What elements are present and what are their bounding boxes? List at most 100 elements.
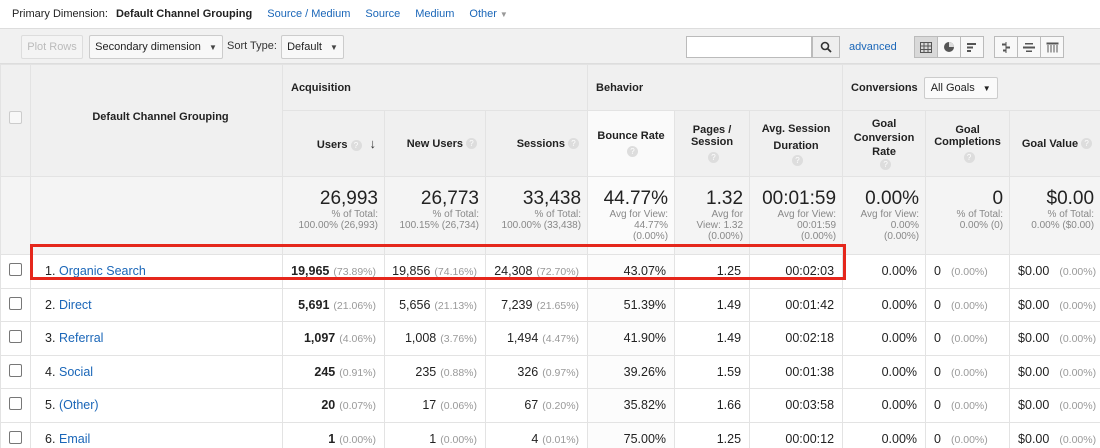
view-performance-button[interactable] <box>960 36 984 58</box>
cell-pages-session: 1.25 <box>674 254 751 289</box>
channel-link[interactable]: Direct <box>59 297 92 312</box>
row-checkbox-cell <box>0 388 31 423</box>
channel-link[interactable]: Email <box>59 431 91 446</box>
table-row: 4. Social 245 (0.91%) 235 (0.88%) 326 (0.97%… <box>0 354 1100 389</box>
cell-pages-session: 1.49 <box>674 287 751 322</box>
dimension-medium-link[interactable]: Medium <box>415 8 455 20</box>
row-checkbox[interactable] <box>9 296 22 310</box>
cell-pages-session: 1.49 <box>674 321 751 356</box>
help-icon[interactable]: ? <box>963 152 975 163</box>
cell-value: 7,239 <box>501 297 533 312</box>
cell-bounce-rate: 51.39% <box>587 287 676 322</box>
row-checkbox[interactable] <box>9 363 22 377</box>
advanced-filter-link[interactable]: advanced <box>849 41 897 53</box>
total-new-users: 26,773% of Total: 100.15% (26,734) <box>384 176 486 255</box>
table-row: 3. Referral 1,097 (4.06%) 1,008 (3.76%) 1,4… <box>0 321 1100 356</box>
col-header-avg-session-duration-label: Avg. Session Duration <box>761 122 831 152</box>
cell-percent: (0.00%) <box>951 400 988 413</box>
secondary-dimension-dropdown[interactable]: Secondary dimension ▼ <box>89 35 223 59</box>
cell-percent: (0.00%) <box>440 433 477 446</box>
col-header-bounce-rate[interactable]: Bounce Rate? <box>587 110 676 177</box>
row-checkbox[interactable] <box>9 330 22 344</box>
cell-percent: (21.13%) <box>434 299 477 312</box>
cell-percent: (21.06%) <box>333 299 376 312</box>
select-all-checkbox[interactable] <box>9 111 22 124</box>
cell-percent: (0.01%) <box>542 433 580 446</box>
cell-value: 4 <box>531 431 539 446</box>
cell-value: 0 <box>934 398 941 413</box>
help-icon[interactable]: ? <box>466 138 477 150</box>
total-value: 26,993 <box>319 188 378 209</box>
cell-goal-conversion-rate: 0.00% <box>842 254 927 289</box>
row-checkbox[interactable] <box>9 430 22 444</box>
row-dimension-cell: 2. Direct <box>30 287 283 322</box>
goals-dropdown[interactable]: All Goals ▼ <box>923 76 998 99</box>
cell-percent: (0.00%) <box>951 366 988 379</box>
col-header-sessions[interactable]: Sessions? <box>484 110 589 177</box>
view-type-group-a <box>914 36 984 58</box>
total-goal-completions: 0% of Total: 0.00% (0) <box>925 176 1011 255</box>
cell-sessions: 24,308 (72.70%) <box>484 254 589 289</box>
conversions-label: Conversions <box>851 81 918 94</box>
sort-type-dropdown[interactable]: Default ▼ <box>281 35 344 59</box>
cell-avg-session-duration: 00:01:38 <box>749 354 844 389</box>
view-term-cloud-button[interactable] <box>1017 36 1041 58</box>
cell-goal-conversion-rate: 0.00% <box>842 388 927 423</box>
help-icon[interactable]: ? <box>792 155 804 167</box>
dimension-default-channel-grouping[interactable]: Default Channel Grouping <box>115 8 253 20</box>
cell-percent: (0.88%) <box>440 366 477 379</box>
total-caption: 0.00% <box>890 220 920 231</box>
dimension-source-medium-link[interactable]: Source / Medium <box>267 8 351 20</box>
row-checkbox[interactable] <box>9 263 22 277</box>
chevron-down-icon: ▼ <box>499 10 508 19</box>
row-checkbox[interactable] <box>9 397 22 411</box>
view-table-button[interactable] <box>914 36 938 58</box>
cell-value: 0 <box>934 431 941 446</box>
row-checkbox-cell <box>0 321 31 356</box>
help-icon[interactable]: ? <box>1081 138 1093 150</box>
channel-link[interactable]: Social <box>59 364 94 379</box>
help-icon[interactable]: ? <box>708 152 720 163</box>
view-comparison-button[interactable] <box>994 36 1018 58</box>
channel-link[interactable]: Referral <box>59 331 104 346</box>
cell-avg-session-duration: 00:02:03 <box>749 254 844 289</box>
col-header-goal-value[interactable]: Goal Value? <box>1009 110 1100 177</box>
help-icon[interactable]: ? <box>350 139 362 151</box>
primary-dimension-label: Primary Dimension: <box>12 8 108 20</box>
report-table: Default Channel Grouping Acquisition Beh… <box>0 64 1100 448</box>
total-goal-value: $0.00% of Total: 0.00% ($0.00) <box>1009 176 1100 255</box>
col-header-new-users[interactable]: New Users? <box>384 110 486 177</box>
total-value: 1.32 <box>706 188 744 209</box>
dimension-other-link[interactable]: Other ▼ <box>469 8 507 20</box>
pivot-icon <box>1046 42 1058 52</box>
row-dimension-cell: 1. Organic Search <box>30 254 283 289</box>
cell-goal-completions: 0 (0.00%) <box>925 287 1011 322</box>
col-header-goal-completions[interactable]: Goal Completions? <box>925 110 1011 177</box>
col-header-pages-session[interactable]: Pages / Session? <box>674 110 751 177</box>
col-header-avg-session-duration[interactable]: Avg. Session Duration? <box>749 110 844 177</box>
cell-value: 24,308 <box>494 264 533 279</box>
total-avg-session-duration: 00:01:59 Avg for View: 00:01:59 (0.00%) <box>749 176 844 255</box>
plot-rows-button[interactable]: Plot Rows <box>21 35 83 59</box>
channel-link[interactable]: Organic Search <box>59 264 146 279</box>
dimension-header[interactable]: Default Channel Grouping <box>30 64 283 177</box>
table-search-input[interactable] <box>686 36 812 58</box>
search-button[interactable] <box>812 36 840 58</box>
help-icon[interactable]: ? <box>568 138 580 150</box>
cell-avg-session-duration: 00:03:58 <box>749 388 844 423</box>
view-type-group-b <box>994 36 1064 58</box>
cell-users: 1,097 (4.06%) <box>282 321 385 356</box>
channel-link[interactable]: (Other) <box>59 398 99 413</box>
col-header-users[interactable]: Users? ↓ <box>282 110 385 177</box>
table-row: 2. Direct 5,691 (21.06%) 5,656 (21.13%) 7,2… <box>0 287 1100 322</box>
view-pivot-button[interactable] <box>1040 36 1064 58</box>
cell-percent: (0.97%) <box>542 366 580 379</box>
behavior-group-header: Behavior <box>587 64 844 111</box>
cell-percent: (72.70%) <box>536 266 580 279</box>
cell-percent: (0.20%) <box>542 400 580 413</box>
help-icon[interactable]: ? <box>880 159 892 171</box>
dimension-source-link[interactable]: Source <box>365 8 401 20</box>
help-icon[interactable]: ? <box>627 146 639 157</box>
view-pie-button[interactable] <box>937 36 961 58</box>
col-header-goal-conversion-rate[interactable]: Goal Conversion Rate? <box>842 110 927 177</box>
